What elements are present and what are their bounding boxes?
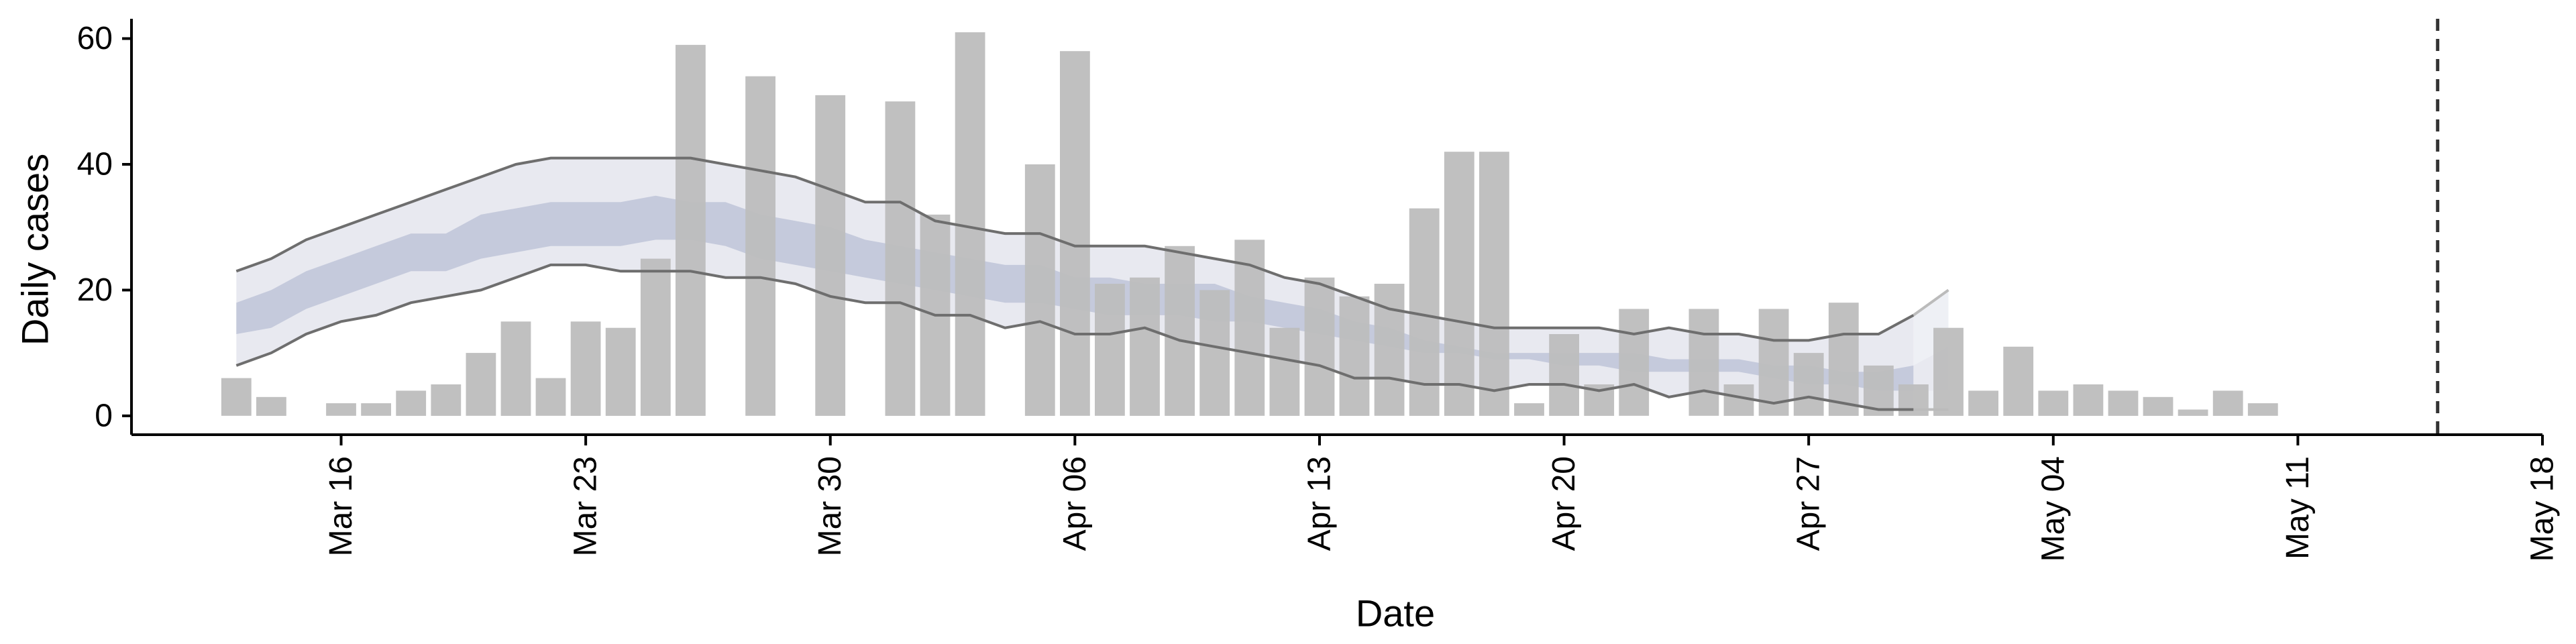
x-tick-label: Apr 20 (1546, 456, 1582, 551)
case-bar (1165, 246, 1195, 416)
x-tick-label: May 04 (2035, 456, 2071, 561)
case-bar (2003, 346, 2034, 416)
case-bar (1199, 290, 1230, 416)
x-tick-label: Apr 13 (1302, 456, 1338, 551)
x-tick-label: Apr 06 (1057, 456, 1093, 551)
case-bar (1898, 384, 1929, 416)
case-bar (1060, 51, 1090, 416)
interval-bound-lines (235, 156, 1949, 411)
x-axis-title: Date (1356, 592, 1435, 635)
case-bar (1549, 334, 1579, 416)
y-tick-label: 40 (77, 146, 113, 182)
case-bar (431, 384, 462, 416)
case-bar (1444, 152, 1474, 416)
case-bar (676, 44, 706, 416)
case-bar (2212, 390, 2243, 416)
case-bar (745, 76, 775, 416)
case-bar (1374, 284, 1405, 416)
case-bar (2108, 390, 2139, 416)
x-tick-label: May 18 (2525, 456, 2561, 561)
x-tick-label: Mar 23 (568, 456, 604, 556)
y-tick-label: 0 (95, 398, 113, 433)
case-bar (535, 378, 566, 416)
case-bar (2247, 403, 2278, 416)
case-bar (1968, 390, 1998, 416)
case-bar (1828, 303, 1859, 416)
case-bar (221, 378, 252, 416)
y-tick-label: 20 (77, 272, 113, 308)
case-bar (1514, 403, 1544, 416)
case-bar (2143, 396, 2174, 416)
case-bar (1095, 284, 1125, 416)
case-bar (1479, 152, 1509, 416)
upper-bound-line-projection (1913, 288, 1949, 317)
case-bar (466, 353, 496, 416)
case-bar (2178, 409, 2208, 416)
case-bar (396, 390, 427, 416)
x-tick-label: Mar 16 (323, 456, 359, 556)
case-bar (1758, 309, 1789, 416)
upper-bound-line (235, 156, 1915, 342)
case-bar (1933, 327, 1964, 416)
case-bar (1793, 353, 1824, 416)
x-ticks: Mar 16 Mar 23 Mar 30 Apr 06 Apr 13 Apr 20 Apr … (323, 435, 2561, 561)
daily-case-bars (221, 32, 2278, 416)
x-tick-label: May 11 (2280, 456, 2316, 559)
case-bar (2073, 384, 2104, 416)
case-bar (1269, 327, 1300, 416)
lower-bound-line (235, 263, 1914, 411)
case-bar (361, 403, 391, 416)
case-bar (570, 321, 601, 416)
y-ticks: 0 20 40 60 (77, 21, 131, 433)
case-bar (1688, 309, 1719, 416)
x-tick-label: Mar 30 (812, 456, 848, 556)
case-bar (885, 101, 916, 416)
case-bar (640, 258, 671, 416)
y-axis-title: Daily cases (14, 154, 56, 345)
case-bar (605, 327, 636, 416)
case-bar (500, 321, 531, 416)
case-bar (1619, 309, 1650, 416)
y-tick-label: 60 (77, 21, 113, 56)
case-bar (1304, 277, 1335, 416)
axes: 0 20 40 60 Mar 16 Mar 23 Mar 30 Apr 06 Apr 13 Ap… (77, 19, 2561, 561)
case-bar (326, 403, 356, 416)
case-bar (256, 396, 286, 416)
x-tick-label: Apr 27 (1791, 456, 1827, 551)
case-bar (1339, 296, 1370, 416)
case-bar (2038, 390, 2069, 416)
case-bar (1024, 164, 1055, 416)
case-bar (1130, 277, 1160, 416)
case-bar (815, 95, 846, 416)
